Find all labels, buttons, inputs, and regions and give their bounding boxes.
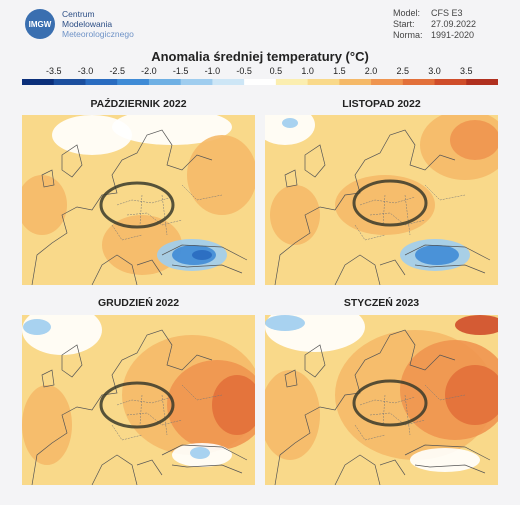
anomaly-field [415,245,459,265]
scale-label: 3.0 [428,66,441,76]
panel-title: STYCZEŃ 2023 [343,297,420,309]
scale-label: 1.5 [333,66,346,76]
meta-label: Norma: [393,30,423,40]
anomaly-field [450,120,498,160]
anomaly-field [22,385,72,465]
color-swatch [212,79,245,85]
color-swatch [148,79,182,85]
highlight-circle [352,179,428,227]
coastline [274,129,491,285]
anomaly-field [265,315,305,331]
anomaly-field [410,448,480,472]
legend-title: Anomalia średniej temperatury (°C) [151,49,369,64]
anomaly-field [265,115,315,145]
logo-line: Meteorologicznego [62,29,134,39]
color-swatch [402,79,436,85]
scale-label: 1.0 [301,66,314,76]
coastline [31,329,248,485]
panel-title: GRUDZIEŃ 2022 [97,297,180,309]
scale-label: -2.5 [109,66,125,76]
logo-text: Centrum Modelowania Meteorologicznego [62,9,134,39]
anomaly-field [52,115,132,155]
map [22,315,255,485]
logo-badge: IMGW [25,9,55,39]
color-swatch [85,79,118,85]
color-swatch [244,79,277,85]
anomaly-field [265,370,320,460]
color-swatch [275,79,309,85]
anomaly-field [212,375,255,435]
meta-value: 27.09.2022 [431,19,477,29]
scale-label: 2.5 [397,66,410,76]
anomaly-field [190,447,210,459]
anomaly-field [23,319,51,335]
scale-label: 0.5 [270,66,283,76]
anomaly-field [445,365,498,425]
panel-title: LISTOPAD 2022 [342,98,421,110]
scale-label: -1.0 [205,66,221,76]
logo-line: Centrum [62,9,95,19]
scale-label: 3.5 [460,66,473,76]
color-scale: -3.5 -3.0 -2.5 -2.0 -1.5 -1.0 -0.5 0.5 1.0 1.5 2.0… [22,66,498,85]
anomaly-field [192,250,212,260]
highlight-circle [352,379,428,427]
scale-label: -2.0 [141,66,157,76]
anomaly-field [112,115,232,145]
anomaly-field [270,185,320,245]
border [354,384,466,441]
meta-label: Start: [393,19,415,29]
color-swatch [53,79,86,85]
color-swatch [117,79,150,85]
scale-label: 2.0 [365,66,378,76]
anomaly-field [282,118,298,128]
meta-value: 1991-2020 [431,30,475,40]
map [265,315,498,485]
color-swatch [180,79,213,85]
anomaly-field [187,135,255,215]
scale-label: -3.0 [78,66,94,76]
model-info: Model: CFS E3 Start: 27.09.2022 Norma: 1991… [393,8,476,41]
border [111,184,223,241]
border [111,384,223,441]
highlight-circle [99,181,175,229]
color-swatch [434,79,467,85]
color-swatch [339,79,372,85]
map [22,115,255,285]
scale-label: -1.5 [173,66,189,76]
anomaly-field [22,175,67,235]
meta-label: Model: [393,8,421,18]
color-swatch [466,79,498,85]
coastline [274,329,491,485]
map [265,115,498,285]
panel-title: PAŹDZIERNIK 2022 [90,98,187,110]
logo-line: Modelowania [62,19,113,29]
border [354,184,466,241]
color-swatch [371,79,404,85]
color-swatch [22,79,55,85]
meta-value: CFS E3 [431,8,463,18]
scale-label: -3.5 [46,66,62,76]
anomaly-field [455,315,498,335]
coastline [31,129,248,285]
color-swatch [307,79,340,85]
scale-label: -0.5 [236,66,252,76]
highlight-circle [99,381,175,429]
